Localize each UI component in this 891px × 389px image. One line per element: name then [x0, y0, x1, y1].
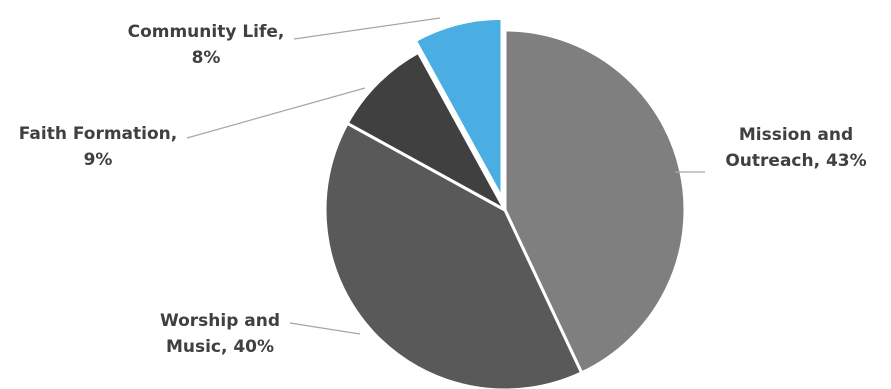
slice-label-faith-formation: Faith Formation, 9%: [18, 124, 178, 170]
slice-label-mission-outreach: Mission and Outreach, 43%: [725, 125, 867, 171]
slice-community-life: [413, 16, 504, 200]
leader-line-faith-formation: [186, 87, 366, 139]
slice-label-community-life: Community Life, 8%: [127, 22, 285, 68]
leader-line-worship-music: [289, 322, 361, 335]
slice-mission-outreach: [503, 28, 687, 375]
leader-line-community-life: [293, 17, 441, 40]
slice-label-worship-music: Worship and Music, 40%: [159, 311, 281, 357]
slice-faith-formation: [345, 50, 507, 212]
